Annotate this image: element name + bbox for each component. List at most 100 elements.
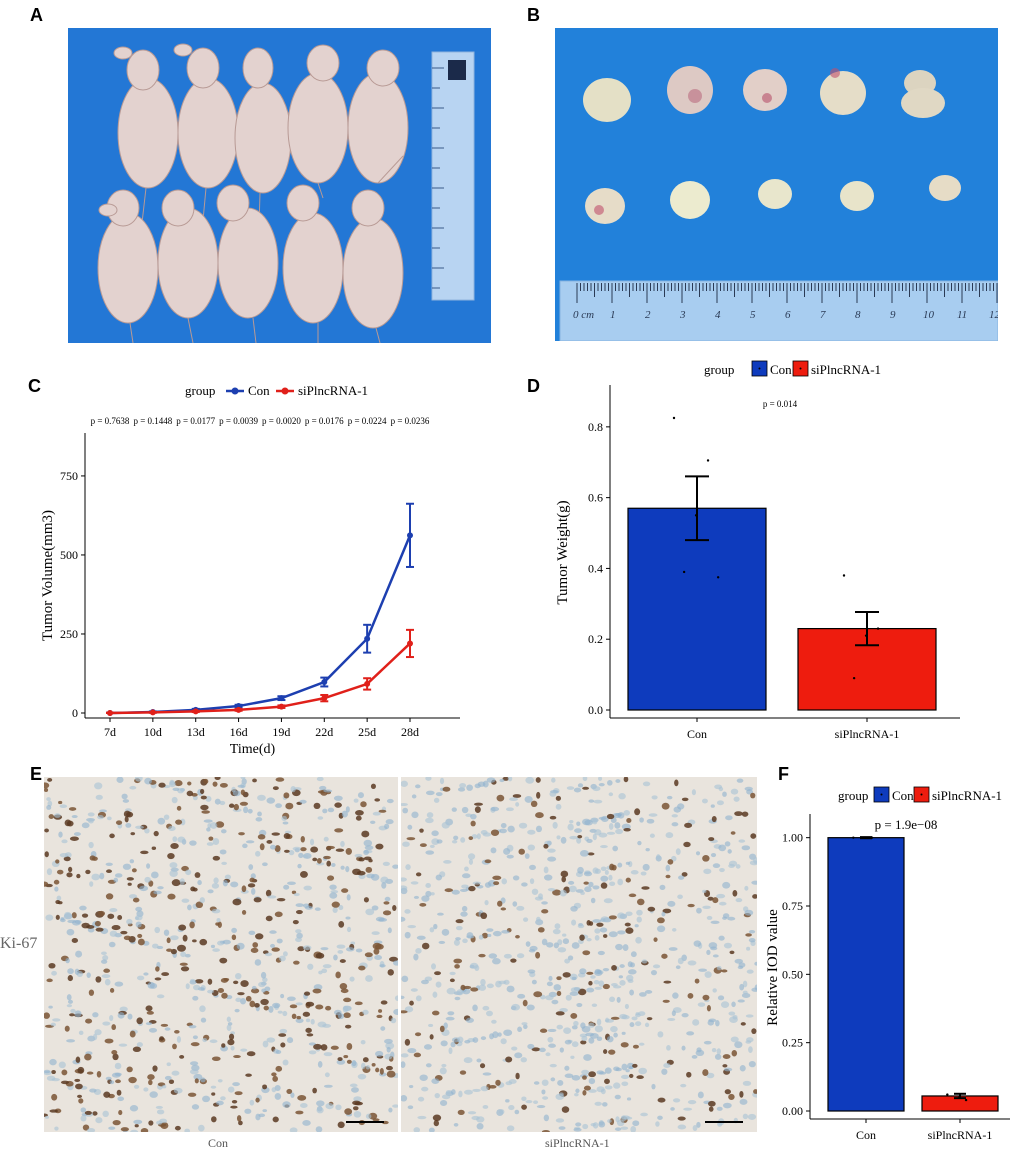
y-tick-label-4: 0.8 xyxy=(588,420,603,434)
panel-label-a: A xyxy=(30,5,43,25)
x-tick-label-0: Con xyxy=(856,1128,876,1142)
tissue-background xyxy=(44,777,398,1132)
panel-label-e: E xyxy=(30,764,43,784)
x-tick-label-4: 19d xyxy=(272,725,290,739)
svg-text:0 cm: 0 cm xyxy=(573,309,594,321)
tumor-volume-chart: group Con siPlncRNA-1 p = 0.7638 p = 0.1448 p… xyxy=(40,383,460,757)
pvalue-label: p = 1.9e−08 xyxy=(875,817,938,832)
pvalue-4: p = 0.0020 xyxy=(262,416,301,426)
legend-swatch-dot-0 xyxy=(880,793,883,796)
legend-title: group xyxy=(185,383,215,398)
x-tick-label-1: siPlncRNA-1 xyxy=(835,727,900,741)
series-line-1 xyxy=(109,642,411,715)
mouse-10 xyxy=(342,189,404,343)
legend-label-1: siPlncRNA-1 xyxy=(298,383,368,398)
svg-text:12: 12 xyxy=(989,309,998,321)
datapoint-0-1 xyxy=(706,459,710,462)
point-1-1 xyxy=(149,709,156,716)
pvalue-0: p = 0.7638 xyxy=(91,416,130,426)
pvalue-6: p = 0.0224 xyxy=(348,416,387,426)
pvalue-3: p = 0.0039 xyxy=(219,416,258,426)
svg-text:10: 10 xyxy=(923,309,935,321)
datapoint-1-3 xyxy=(852,676,856,680)
datapoint-0-2 xyxy=(694,514,698,517)
svg-text:2: 2 xyxy=(645,309,651,321)
ruler-vertical xyxy=(431,51,475,301)
datapoint-1-0 xyxy=(946,1093,949,1096)
svg-text:1: 1 xyxy=(610,309,616,321)
pvalue-5: p = 0.0176 xyxy=(305,416,344,426)
y-tick-label-2: 0.50 xyxy=(782,967,803,981)
legend-label-0: Con xyxy=(892,788,914,803)
y-tick-label-3: 750 xyxy=(60,469,78,483)
ihc-si-image xyxy=(401,777,757,1132)
datapoint-0-0 xyxy=(852,836,855,839)
legend-dot-0 xyxy=(231,387,239,395)
legend-dot-1 xyxy=(281,387,289,395)
x-tick-label-0: 7d xyxy=(104,725,116,739)
point-0-7 xyxy=(407,532,413,539)
y-tick-label-3: 0.6 xyxy=(588,491,603,505)
mouse-2 xyxy=(173,43,239,254)
svg-text:5: 5 xyxy=(750,309,756,321)
x-tick-label-6: 25d xyxy=(358,725,376,739)
y-tick-label-1: 0.25 xyxy=(782,1036,803,1050)
legend-swatch-dot-1 xyxy=(799,367,802,370)
point-1-0 xyxy=(107,710,113,716)
x-tick-label-2: 13d xyxy=(187,725,205,739)
x-axis-title: Time(d) xyxy=(230,742,276,757)
datapoint-1-0 xyxy=(842,574,846,577)
y-tick-label-1: 0.2 xyxy=(588,632,603,646)
mouse-6 xyxy=(97,189,159,343)
y-axis-title: Tumor Weight(g) xyxy=(555,500,571,604)
ihc-con-caption: Con xyxy=(208,1136,229,1150)
panel-label-c: C xyxy=(28,376,41,396)
svg-text:8: 8 xyxy=(855,309,861,321)
datapoint-1-1 xyxy=(964,1098,968,1102)
legend-swatch-dot-0 xyxy=(758,367,761,370)
tumor-weight-chart: group Con siPlncRNA-1 0.0 0.2 0.4 0.6 0.8 Tumor … xyxy=(555,360,960,741)
pvalue-7: p = 0.0236 xyxy=(391,416,430,426)
panel-label-b: B xyxy=(527,5,540,25)
legend-swatch-dot-1 xyxy=(920,793,923,796)
mouse-8 xyxy=(216,184,279,343)
x-tick-label-7: 28d xyxy=(401,725,419,739)
point-0-6 xyxy=(364,635,371,642)
point-1-3 xyxy=(235,706,242,713)
datapoint-0-1 xyxy=(870,836,874,839)
mice-photo xyxy=(68,28,491,343)
mouse-4 xyxy=(287,44,349,199)
legend-label-1: siPlncRNA-1 xyxy=(932,788,1002,803)
legend-title: group xyxy=(704,362,734,377)
datapoint-1-2 xyxy=(958,1096,961,1099)
pvalue-label: p = 0.014 xyxy=(763,399,798,409)
mouse-7 xyxy=(157,189,219,343)
y-axis-title: Tumor Volume(mm3) xyxy=(40,510,56,641)
datapoint-1-1 xyxy=(876,627,880,630)
x-tick-label-3: 16d xyxy=(230,725,248,739)
svg-text:11: 11 xyxy=(957,309,967,321)
y-tick-label-1: 250 xyxy=(60,627,78,641)
bar-0 xyxy=(827,837,905,1112)
svg-text:6: 6 xyxy=(785,309,791,321)
ki67-label: Ki-67 xyxy=(0,935,38,952)
bar-0 xyxy=(627,507,767,711)
svg-text:4: 4 xyxy=(715,309,721,321)
pvalue-2: p = 0.0177 xyxy=(176,416,215,426)
x-tick-label-1: siPlncRNA-1 xyxy=(928,1128,993,1142)
svg-text:3: 3 xyxy=(679,309,686,321)
ihc-si-caption: siPlncRNA-1 xyxy=(545,1136,610,1150)
legend-label-1: siPlncRNA-1 xyxy=(811,362,881,377)
y-tick-label-0: 0.00 xyxy=(782,1104,803,1118)
y-tick-label-2: 500 xyxy=(60,548,78,562)
y-tick-label-0: 0 xyxy=(72,706,78,720)
tumor-row-con xyxy=(583,66,945,122)
y-axis-title: Relative IOD value xyxy=(765,909,781,1026)
point-0-4 xyxy=(278,695,285,702)
mouse-9 xyxy=(282,184,344,343)
tumor-row-si xyxy=(585,175,961,224)
datapoint-0-0 xyxy=(672,416,676,420)
datapoint-0-4 xyxy=(716,576,720,579)
